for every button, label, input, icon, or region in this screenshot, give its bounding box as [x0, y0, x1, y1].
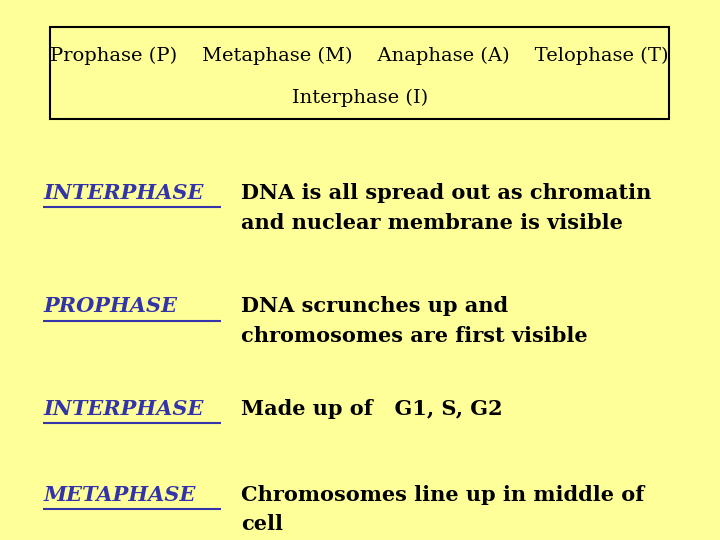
- Text: METAPHASE: METAPHASE: [43, 485, 196, 505]
- Text: chromosomes are first visible: chromosomes are first visible: [241, 326, 588, 346]
- Text: DNA is all spread out as chromatin: DNA is all spread out as chromatin: [241, 183, 652, 203]
- Text: INTERPHASE: INTERPHASE: [43, 183, 204, 203]
- Text: INTERPHASE: INTERPHASE: [43, 399, 204, 418]
- Text: PROPHASE: PROPHASE: [43, 296, 177, 316]
- Text: DNA scrunches up and: DNA scrunches up and: [241, 296, 508, 316]
- Text: Interphase (I): Interphase (I): [292, 89, 428, 107]
- Text: and nuclear membrane is visible: and nuclear membrane is visible: [241, 213, 623, 233]
- FancyBboxPatch shape: [50, 27, 670, 118]
- Text: cell: cell: [241, 515, 283, 535]
- Text: Chromosomes line up in middle of: Chromosomes line up in middle of: [241, 485, 644, 505]
- Text: Prophase (P)    Metaphase (M)    Anaphase (A)    Telophase (T): Prophase (P) Metaphase (M) Anaphase (A) …: [50, 47, 669, 65]
- Text: Made up of   G1, S, G2: Made up of G1, S, G2: [241, 399, 503, 418]
